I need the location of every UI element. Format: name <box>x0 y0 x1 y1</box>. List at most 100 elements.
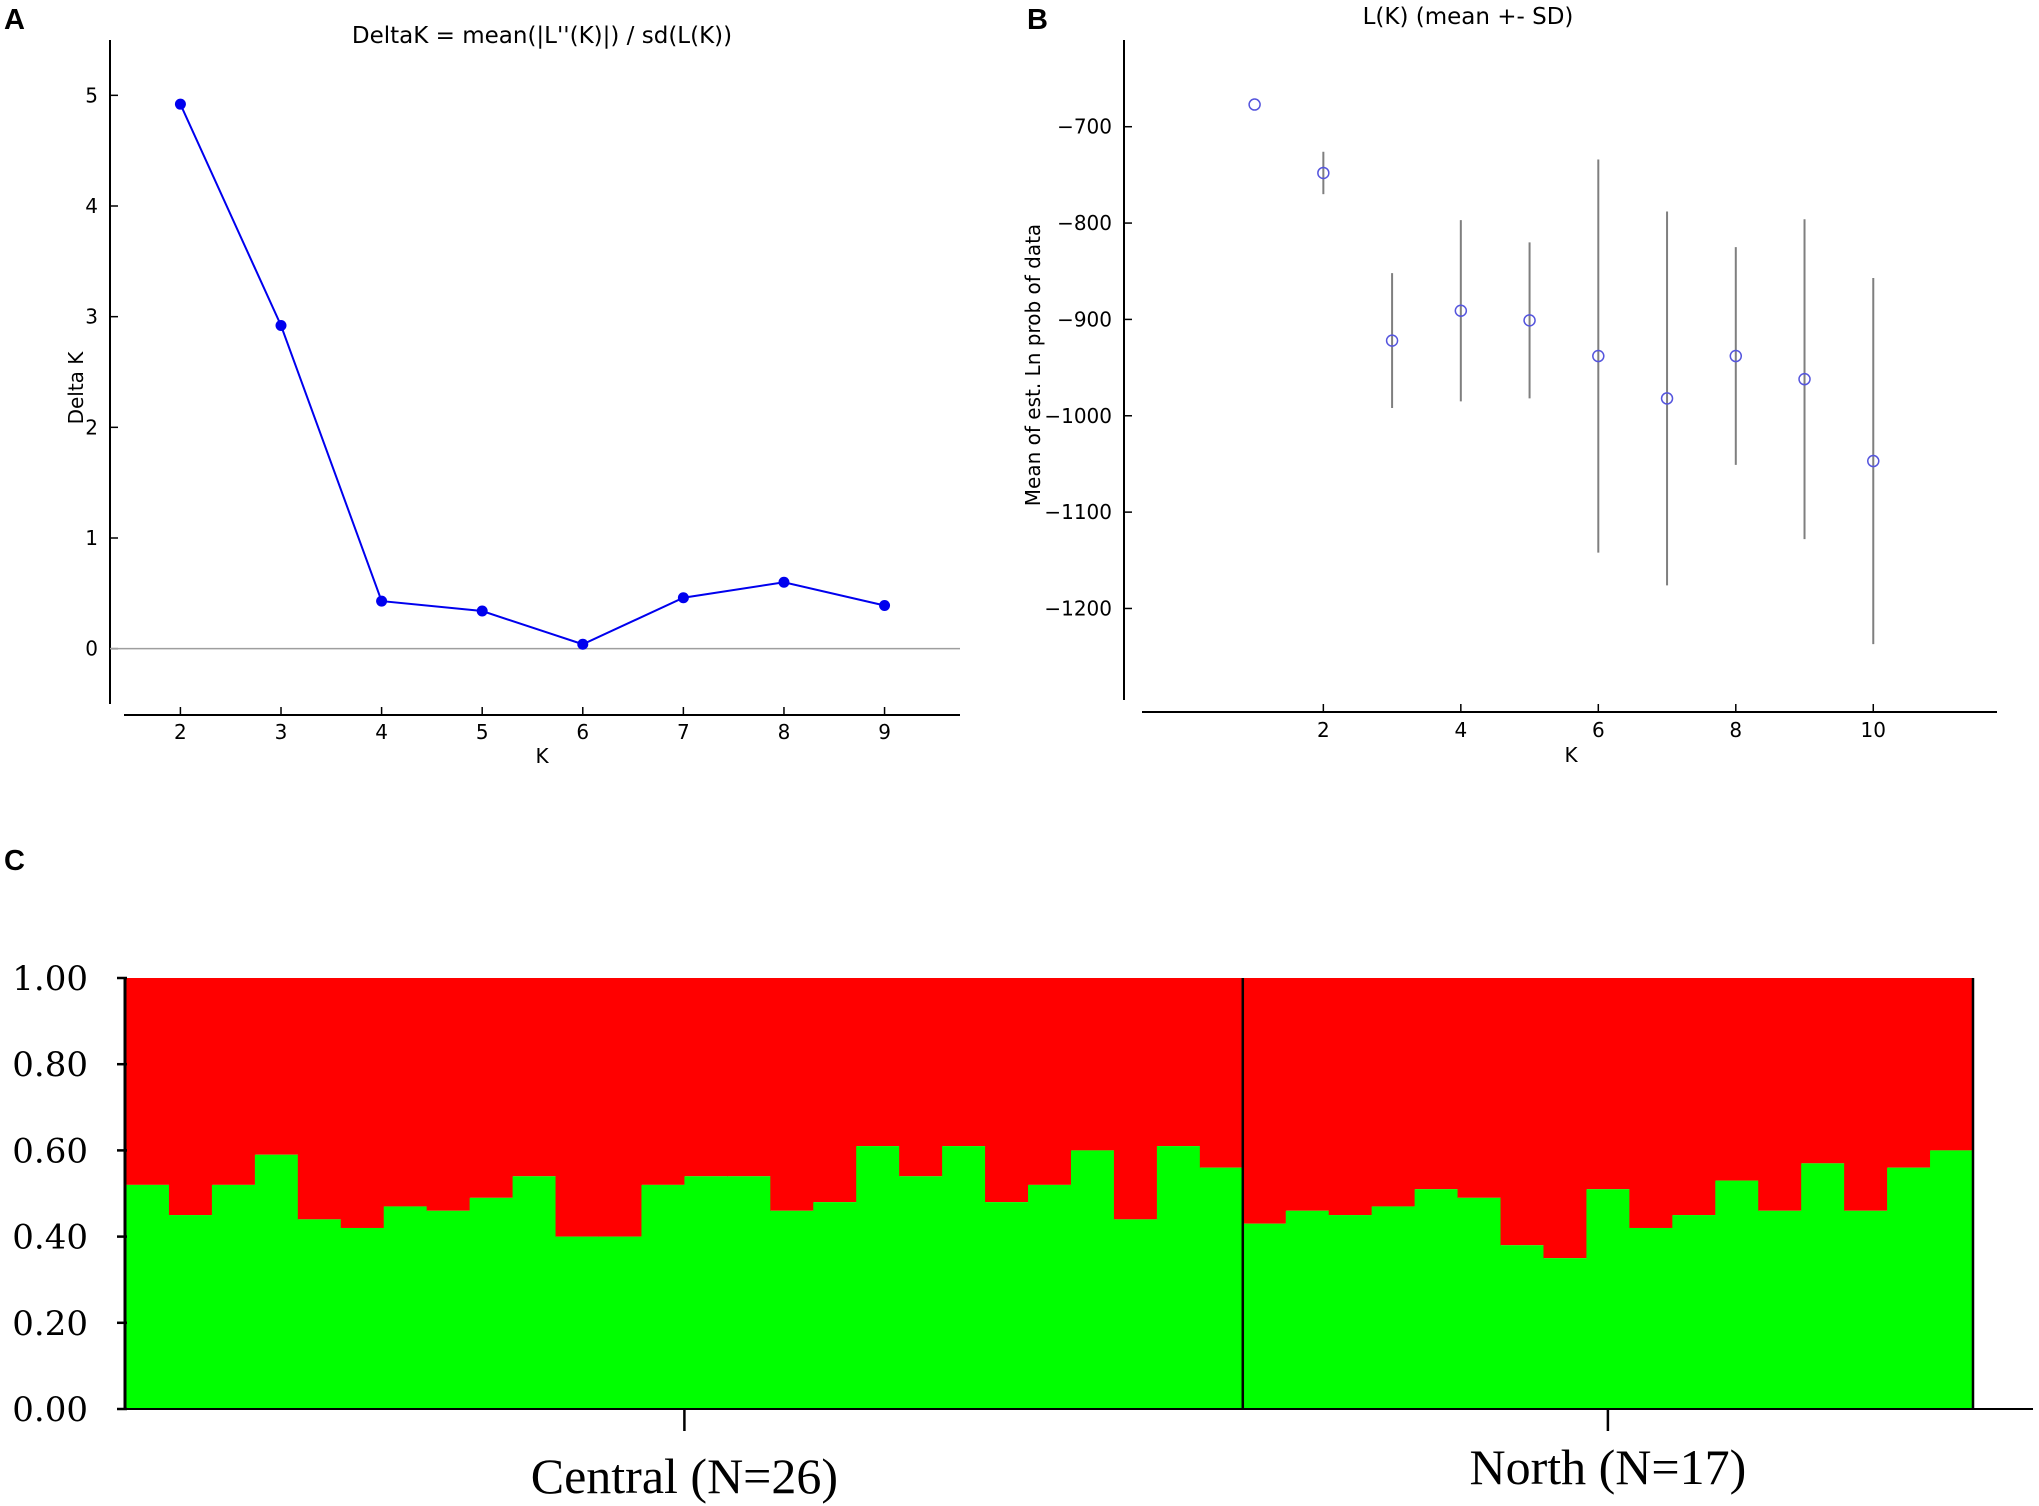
lk-x-tick-label: 2 <box>1317 718 1330 742</box>
structure-bar-cluster2 <box>426 978 471 1211</box>
lk-x-tick-label: 10 <box>1861 718 1886 742</box>
structure-bar-cluster2 <box>211 978 256 1185</box>
lk-y-tick-label: −800 <box>1057 211 1112 235</box>
deltak-x-label: K <box>535 744 549 768</box>
deltak-x-tick-label: 7 <box>677 720 690 744</box>
lk-point <box>1385 334 1399 347</box>
structure-bar-cluster2 <box>1715 978 1759 1181</box>
structure-bar-cluster2 <box>1028 978 1072 1185</box>
deltak-title: DeltaK = mean(|L''(K)|) / sd(L(K)) <box>352 23 732 49</box>
lk-x-tick-label: 6 <box>1592 718 1605 742</box>
structure-bar-cluster2 <box>899 978 943 1177</box>
structure-bar-cluster1 <box>813 1202 857 1409</box>
structure-bar-cluster2 <box>856 978 900 1147</box>
deltak-point <box>376 595 388 607</box>
panel-letter-c: C <box>4 845 25 877</box>
structure-bar-cluster1 <box>1285 1210 1330 1409</box>
structure-bar-cluster2 <box>641 978 685 1185</box>
deltak-y-tick-label: 1 <box>85 526 98 550</box>
structure-bar-cluster1 <box>383 1206 428 1409</box>
lk-y-tick-label: −900 <box>1057 307 1112 331</box>
structure-bar-cluster1 <box>770 1210 814 1409</box>
deltak-x-tick-label: 3 <box>275 720 288 744</box>
structure-bar-cluster2 <box>598 978 643 1237</box>
structure-bar-cluster2 <box>297 978 342 1220</box>
structure-bar-cluster1 <box>1844 1210 1888 1409</box>
deltak-y-tick-label: 4 <box>85 194 98 218</box>
structure-bar-cluster1 <box>1715 1180 1759 1409</box>
deltak-x-tick-label: 5 <box>476 720 489 744</box>
structure-bar-cluster2 <box>1586 978 1630 1190</box>
structure-bar-cluster1 <box>254 1154 299 1409</box>
structure-bar-cluster2 <box>942 978 986 1147</box>
lk-y-tick-label: −1200 <box>1044 596 1112 620</box>
structure-bar-cluster1 <box>211 1184 256 1409</box>
structure-bar-cluster1 <box>1586 1189 1630 1409</box>
structure-bar-cluster2 <box>1758 978 1802 1211</box>
structure-bar-cluster1 <box>426 1210 471 1409</box>
structure-bar-cluster2 <box>1457 978 1502 1198</box>
lk-point <box>1248 98 1261 111</box>
structure-bar-cluster2 <box>1199 978 1244 1168</box>
structure-y-tick-label: 0.40 <box>12 1218 88 1258</box>
deltak-y-tick-label: 2 <box>85 415 98 439</box>
structure-bar-cluster2 <box>1414 978 1459 1190</box>
structure-bar-cluster2 <box>1328 978 1373 1216</box>
deltak-point <box>476 605 488 617</box>
deltak-point <box>275 320 287 332</box>
deltak-chart: DeltaK = mean(|L''(K)|) / sd(L(K)) 0 1 2 3 4… <box>64 23 960 768</box>
lk-point <box>1317 166 1330 180</box>
deltak-y-tick-label: 5 <box>85 83 98 107</box>
structure-bar-cluster2 <box>1844 978 1888 1211</box>
structure-bar-cluster1 <box>856 1146 900 1409</box>
structure-bar-cluster1 <box>1242 1223 1287 1409</box>
structure-y-tick-label: 0.60 <box>12 1131 88 1171</box>
panel-letter-b: B <box>1027 4 1048 36</box>
structure-bar-cluster1 <box>1113 1219 1158 1409</box>
structure-bar-cluster2 <box>168 978 213 1216</box>
structure-bar-cluster2 <box>1113 978 1158 1220</box>
deltak-series-line <box>179 103 885 646</box>
structure-bar-cluster2 <box>1629 978 1673 1228</box>
deltak-y-label: Delta K <box>64 351 88 425</box>
structure-bar-cluster1 <box>1028 1184 1072 1409</box>
structure-bar-cluster2 <box>1156 978 1201 1147</box>
structure-bar-cluster2 <box>383 978 428 1207</box>
structure-bar-cluster1 <box>469 1197 514 1409</box>
lk-point <box>1454 304 1468 317</box>
structure-bar-cluster2 <box>813 978 857 1203</box>
structure-bar-cluster1 <box>168 1215 213 1409</box>
structure-bar-cluster1 <box>1672 1215 1716 1409</box>
structure-bar-cluster2 <box>254 978 299 1155</box>
structure-bar-cluster2 <box>1543 978 1588 1259</box>
structure-bar-cluster2 <box>684 978 728 1177</box>
structure-group-label: Central (N=26) <box>531 1448 838 1504</box>
lk-point <box>1729 349 1743 363</box>
structure-bar-cluster2 <box>512 978 557 1177</box>
structure-bar-cluster1 <box>684 1176 728 1409</box>
lk-y-tick-label: −1000 <box>1044 404 1112 428</box>
structure-bar-cluster2 <box>1242 978 1287 1224</box>
structure-bar-cluster1 <box>1328 1215 1373 1409</box>
structure-group-label: North (N=17) <box>1470 1439 1747 1495</box>
structure-bar-cluster1 <box>727 1176 771 1409</box>
structure-bar-cluster1 <box>340 1227 385 1409</box>
deltak-y-tick-label: 3 <box>85 305 98 329</box>
structure-y-tick-label: 1.00 <box>12 959 88 999</box>
structure-bar-cluster1 <box>1457 1197 1502 1409</box>
structure-bar-cluster1 <box>985 1202 1029 1409</box>
lk-title: L(K) (mean +- SD) <box>1363 4 1574 30</box>
lk-chart: L(K) (mean +- SD) −700 −800 −900 −1000 −1100… <box>1021 4 1997 767</box>
structure-bar-cluster2 <box>727 978 771 1177</box>
structure-bar-cluster1 <box>1070 1150 1115 1409</box>
structure-bar-cluster2 <box>1285 978 1330 1211</box>
deltak-point <box>174 98 186 110</box>
deltak-point <box>778 576 790 588</box>
structure-bar-cluster2 <box>1930 978 1974 1151</box>
structure-y-tick-label: 0.00 <box>12 1390 88 1430</box>
deltak-point <box>879 600 891 612</box>
structure-bar-cluster2 <box>1887 978 1931 1168</box>
structure-bar-cluster2 <box>1801 978 1845 1164</box>
structure-bar-cluster1 <box>942 1146 986 1409</box>
